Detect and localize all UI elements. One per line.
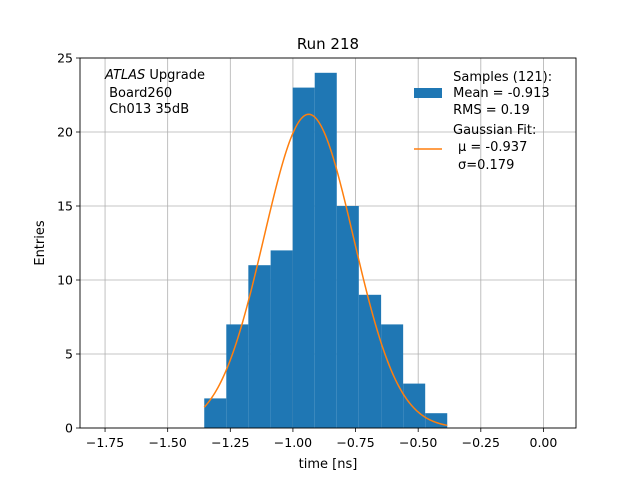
histogram-bars [204, 72, 448, 429]
histogram-bar [292, 87, 315, 428]
y-tick-label: 25 [57, 51, 73, 66]
plot-frame [79, 57, 577, 429]
legend-samples-line-1: Samples (121): [449, 70, 552, 85]
x-tick-label: −0.25 [462, 435, 500, 450]
y-tick-label: 5 [65, 347, 73, 362]
atlas-italic: ATLAS [104, 68, 145, 83]
histogram-bar [314, 72, 337, 429]
histogram-bar [204, 398, 227, 428]
annotation-line-2: Board260 [105, 86, 172, 101]
x-tick-label: −1.75 [86, 435, 124, 450]
legend-samples-line-2: Mean = -0.913 [449, 86, 550, 101]
histogram-bar [358, 294, 382, 428]
annotation-line-3: Ch013 35dB [105, 102, 189, 117]
annotation-block: ATLAS Upgrade Board260 Ch013 35dB [104, 68, 205, 117]
legend-fit-line-2: μ = -0.937 [458, 140, 527, 155]
legend-samples-line-3: RMS = 0.19 [449, 103, 530, 118]
x-tick-label: −1.50 [149, 435, 187, 450]
annotation-upgrade: Upgrade [145, 68, 205, 83]
y-axis-label: Entries [33, 220, 48, 266]
legend: Samples (121): Mean = -0.913 RMS = 0.19 … [414, 70, 552, 173]
legend-fit-line-1: Gaussian Fit: [453, 123, 536, 138]
annotation-line-1: ATLAS Upgrade [104, 68, 205, 83]
histogram-bar [336, 206, 359, 428]
x-tick-label: −1.25 [211, 435, 249, 450]
legend-fit-line-3: σ=0.179 [458, 158, 514, 173]
x-axis-label: time [ns] [299, 457, 358, 472]
x-tick-label: −0.50 [399, 435, 437, 450]
histogram-bar [425, 413, 448, 428]
y-tick-label: 20 [57, 125, 73, 140]
histogram-bar [270, 250, 293, 428]
x-tick-label: −0.75 [336, 435, 374, 450]
y-tick-label: 15 [57, 199, 73, 214]
y-tick-label: 10 [57, 273, 73, 288]
gaussian-fit-layer [203, 113, 448, 427]
histogram-bar [248, 265, 271, 428]
chart-title: Run 218 [297, 35, 359, 53]
axis-ticks: −1.75 −1.50 −1.25 −1.00 −0.75 −0.50 −0.25 0.00 0… [57, 51, 557, 451]
histogram-bar [226, 324, 249, 428]
y-tick-label: 0 [65, 421, 73, 436]
x-tick-label: −1.00 [274, 435, 312, 450]
gaussian-fit-line [203, 113, 448, 427]
histogram-bar [381, 324, 404, 428]
x-tick-label: 0.00 [530, 435, 558, 450]
histogram-bar [403, 383, 426, 428]
legend-histogram-swatch [414, 88, 442, 98]
